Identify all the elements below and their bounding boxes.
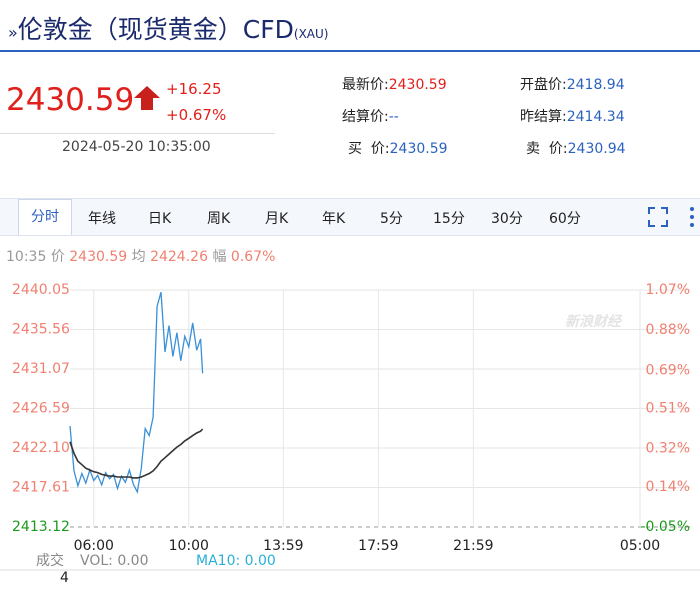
y-tick-label: 2426.59 xyxy=(12,400,70,416)
divider xyxy=(0,133,275,134)
field-value: -- xyxy=(388,109,399,125)
info-avg: 2424.26 xyxy=(150,249,208,265)
y2-tick-label: 0.14% xyxy=(646,479,690,495)
field-value: 2430.94 xyxy=(567,141,626,157)
x-tick-label: 13:59 xyxy=(263,538,303,554)
info-label: 价 xyxy=(50,249,65,265)
y-tick-label: 2417.61 xyxy=(12,479,70,495)
y2-tick-label: -0.05% xyxy=(640,519,690,535)
field: 昨结算:2414.34 xyxy=(520,106,625,126)
tab[interactable]: 月K xyxy=(265,211,289,227)
tab[interactable]: 日K xyxy=(148,211,172,227)
tab[interactable]: 60分 xyxy=(549,211,581,227)
field-label: 开盘价: xyxy=(520,77,567,93)
info-line: 10:35 价 2430.59 均 2424.26 幅 0.67% xyxy=(6,246,275,266)
tab[interactable]: 年线 xyxy=(88,211,116,227)
field-label: 昨结算: xyxy=(520,109,567,125)
fullscreen-icon[interactable] xyxy=(648,207,668,227)
info-time: 10:35 xyxy=(6,249,47,265)
x-tick-label: 17:59 xyxy=(358,538,398,554)
more-icon[interactable] xyxy=(688,205,696,229)
y-tick-label: 2431.07 xyxy=(12,361,70,377)
field: 开盘价:2418.94 xyxy=(520,74,625,94)
info-range: 0.67% xyxy=(230,249,276,265)
tab[interactable]: 15分 xyxy=(433,211,465,227)
x-tick-label: 06:00 xyxy=(74,538,114,554)
field-value: 2430.59 xyxy=(388,77,447,93)
y-tick-label: 2440.05 xyxy=(12,282,70,298)
y-tick-label: 2422.10 xyxy=(12,440,70,456)
up-arrow xyxy=(134,86,160,110)
code: (XAU) xyxy=(293,27,329,41)
volume-ma10: MA10: 0.00 xyxy=(196,553,276,569)
change-pct: +0.67% xyxy=(166,106,227,124)
tab[interactable]: 5分 xyxy=(380,211,403,227)
field: 买 价:2430.59 xyxy=(348,138,448,158)
field: 最新价:2430.59 xyxy=(342,74,447,94)
tab[interactable]: 周K xyxy=(207,211,231,227)
tab[interactable]: 分时 xyxy=(18,199,72,235)
field-label: 最新价: xyxy=(342,77,389,93)
info-label: 幅 xyxy=(212,249,227,265)
info-price: 2430.59 xyxy=(69,249,128,265)
y2-tick-label: 0.88% xyxy=(646,322,690,338)
volume-vol: VOL: 0.00 xyxy=(80,553,149,569)
y-tick-label: 2413.12 xyxy=(12,519,70,535)
tab[interactable]: 年K xyxy=(322,211,346,227)
title: »伦敦金（现货黄金）CFD(XAU) xyxy=(8,15,329,44)
field-value: 2430.59 xyxy=(389,141,448,157)
quote-time: 2024-05-20 10:35:00 xyxy=(62,139,211,155)
x-tick-label: 05:00 xyxy=(620,538,660,554)
volume-label: 成交 xyxy=(36,552,64,569)
field-label: 卖 价: xyxy=(526,141,568,157)
tab-bar: 分时 年线 日K 周K 月K 年K 5分 15分 30分 60分 xyxy=(0,198,700,236)
field-label: 结算价: xyxy=(342,109,389,125)
field-value: 2418.94 xyxy=(566,77,625,93)
tab[interactable]: 30分 xyxy=(491,211,523,227)
field-value: 2414.34 xyxy=(566,109,625,125)
divider xyxy=(0,50,700,52)
y-tick-label: 2435.56 xyxy=(12,322,70,338)
watermark: 新浪财经 xyxy=(565,313,623,330)
y2-tick-label: 0.51% xyxy=(646,401,690,417)
x-tick-label: 10:00 xyxy=(169,538,209,554)
series-line xyxy=(69,428,204,479)
volume-unit: 4 xyxy=(60,570,69,586)
info-label: 均 xyxy=(131,249,146,265)
y2-tick-label: 0.32% xyxy=(646,441,690,457)
price: 2430.59 xyxy=(6,82,135,118)
field: 卖 价:2430.94 xyxy=(526,138,626,158)
title-text: 伦敦金（现货黄金）CFD xyxy=(17,15,294,44)
field-label: 买 价: xyxy=(348,141,390,157)
x-tick-label: 21:59 xyxy=(453,538,493,554)
change: +16.25 xyxy=(166,80,222,98)
y2-tick-label: 0.69% xyxy=(646,362,690,378)
series-line xyxy=(69,292,204,495)
y2-tick-label: 1.07% xyxy=(646,282,690,298)
field: 结算价:-- xyxy=(342,106,399,126)
